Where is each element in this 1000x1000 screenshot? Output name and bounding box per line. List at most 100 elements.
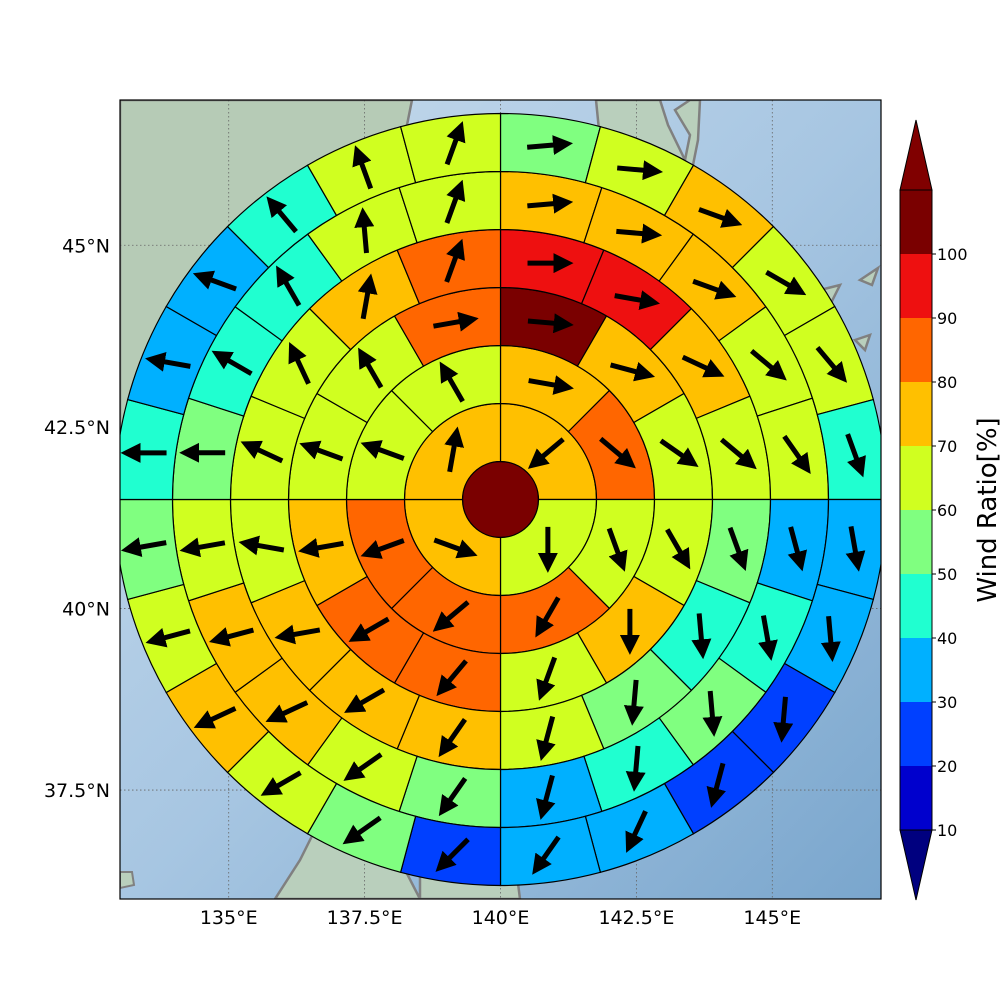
wind-arrow (342, 815, 382, 845)
y-tick-label: 40°N (62, 598, 110, 620)
colorbar-swatch (900, 574, 932, 638)
wind-arrow (343, 752, 383, 781)
ring-sector (816, 498, 881, 601)
wind-arrow (765, 270, 807, 296)
wind-arrow (702, 690, 723, 737)
wind-arrow (438, 777, 468, 817)
wind-ratio-sectors (120, 112, 881, 887)
wind-arrow (782, 434, 811, 475)
colorbar-label: Wind Ratio[%] (973, 417, 1000, 602)
colorbar-under-triangle (899, 829, 933, 901)
wind-arrow (211, 350, 253, 376)
colorbar-swatch (900, 638, 932, 702)
x-tick-label: 135°E (200, 907, 258, 929)
wind-arrow (208, 627, 255, 647)
wind-arrow (706, 762, 726, 808)
wind-arrow (298, 538, 344, 558)
wind-arrow (692, 278, 737, 300)
wind-arrow (659, 438, 699, 468)
land-korea-tip (120, 871, 136, 890)
wind-arrow (344, 687, 386, 713)
colorbar-tick-label: 40 (937, 629, 957, 648)
wind-arrow (120, 537, 167, 557)
y-tick-label: 42.5°N (44, 417, 110, 439)
wind-arrow (527, 313, 574, 334)
wind-arrow (616, 160, 664, 181)
y-tick-label: 45°N (62, 235, 110, 257)
wind-arrow (820, 615, 841, 663)
colorbar-tick-label: 70 (937, 437, 957, 456)
wind-arrow (527, 437, 565, 469)
wind-arrow (433, 537, 478, 559)
colorbar-tick-label: 50 (937, 565, 957, 584)
wind-arrow (528, 375, 574, 395)
wind-arrow (681, 354, 725, 378)
latitude-ticks: 45°N 42.5°N 40°N 37.5°N (44, 235, 110, 802)
wind-arrow (276, 265, 302, 307)
wind-arrow (240, 440, 284, 464)
wind-arrow (358, 347, 384, 389)
wind-arrow (614, 290, 660, 311)
x-tick-label: 140°E (472, 907, 530, 929)
longitude-ticks: 135°E 137.5°E 140°E 142.5°E 145°E (200, 907, 801, 929)
wind-arrow (526, 135, 573, 155)
colorbar-swatch (900, 510, 932, 574)
wind-arrow (625, 810, 648, 853)
wind-arrow (360, 538, 405, 559)
wind-direction-arrows (120, 121, 866, 875)
wind-arrow (357, 273, 378, 320)
map-frame (120, 100, 881, 899)
wind-arrow (749, 348, 787, 381)
wind-arrow (527, 193, 574, 214)
colorbar-over-triangle (899, 119, 933, 191)
wind-arrow (439, 361, 465, 403)
wind-arrow (444, 121, 466, 166)
wind-arrow (845, 433, 866, 478)
colorbar-swatch (900, 446, 932, 510)
wind-arrow (625, 745, 646, 792)
wind-arrow (536, 656, 558, 701)
colorbar-swatch (900, 318, 932, 382)
wind-arrow (606, 527, 628, 572)
wind-arrow (238, 535, 285, 556)
wind-arrow (438, 718, 468, 758)
colorbar-tick-label: 20 (937, 757, 957, 776)
wind-arrow (599, 436, 636, 469)
wind-arrow (433, 311, 479, 332)
wind-arrow (145, 628, 191, 648)
wind-arrow (719, 437, 757, 470)
ring-sector (399, 815, 502, 887)
wind-arrow (609, 361, 656, 382)
ring-sector (499, 112, 602, 184)
wind-arrow (288, 342, 311, 385)
x-tick-label: 137.5°E (327, 907, 403, 929)
ring-sector (120, 498, 185, 601)
colorbar-swatch (900, 190, 932, 254)
wind-arrow (193, 706, 237, 729)
wind-arrow (616, 223, 663, 244)
colorbar-tick-label: 60 (937, 501, 957, 520)
x-tick-label: 145°E (743, 907, 801, 929)
colorbar-swatch (900, 382, 932, 446)
colorbar-tick-label: 90 (937, 309, 957, 328)
colorbar-tick-label: 10 (937, 821, 957, 840)
wind-arrow (260, 770, 302, 796)
colorbar-tick-label: 80 (937, 373, 957, 392)
colorbar-tick-label: 30 (937, 693, 957, 712)
wind-arrow (352, 145, 374, 190)
wind-arrow (436, 659, 468, 697)
wind-arrow (299, 440, 344, 462)
wind-arrow (698, 207, 743, 228)
wind-arrow (432, 600, 470, 632)
wind-arrow (665, 528, 691, 570)
wind-arrow (360, 440, 405, 461)
ring-sector (120, 398, 185, 501)
colorbar-swatch (900, 766, 932, 830)
wind-arrow (623, 679, 644, 726)
wind-arrow (444, 238, 465, 283)
wind-arrow (179, 537, 226, 558)
wind-arrow (274, 624, 321, 645)
wind-arrow (691, 613, 712, 660)
wind-arrow (845, 525, 866, 572)
